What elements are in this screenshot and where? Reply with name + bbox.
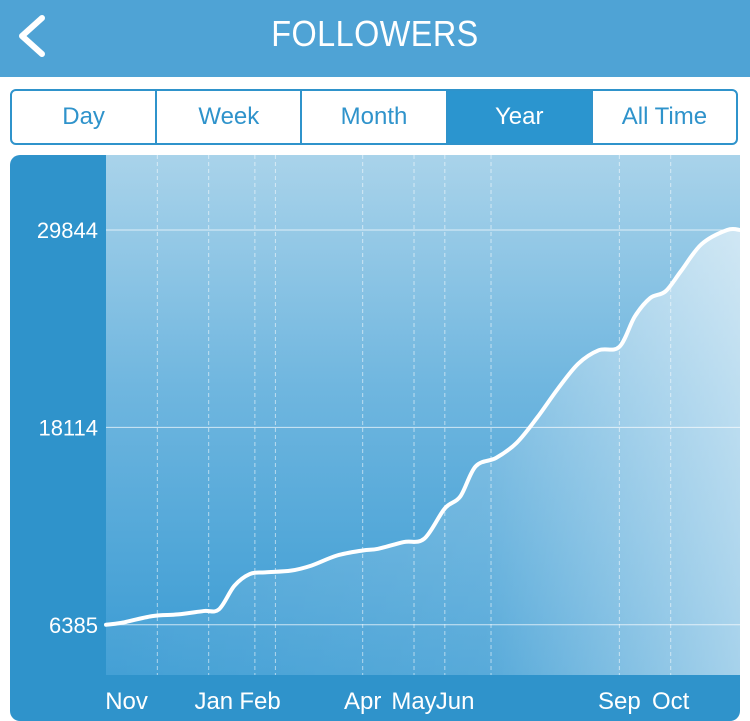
x-tick-label: Oct (652, 688, 690, 715)
x-tick-label: Sep (598, 688, 641, 715)
back-button[interactable] (12, 10, 56, 62)
x-tick-label: Nov (105, 688, 148, 715)
tab-year[interactable]: Year (447, 91, 593, 143)
y-tick-label: 29844 (37, 218, 98, 243)
x-tick-label: Feb (239, 688, 280, 715)
tab-day[interactable]: Day (12, 91, 158, 143)
x-tick-label: Jan (194, 688, 233, 715)
x-tick-label: May (391, 688, 436, 715)
x-tick-label: Apr (344, 688, 381, 715)
header-bar: FOLLOWERS (0, 0, 750, 77)
series-line (104, 226, 740, 627)
followers-chart: 6385 18114 29844 Nov Jan Feb Apr May Jun Sep Oct (10, 155, 740, 721)
tab-month[interactable]: Month (302, 91, 448, 143)
y-tick-label: 18114 (38, 415, 98, 440)
chevron-left-icon (19, 15, 45, 57)
y-axis-labels: 6385 18114 29844 (37, 218, 98, 638)
time-range-tabs: Day Week Month Year All Time (10, 89, 738, 145)
tab-all-time[interactable]: All Time (621, 103, 708, 130)
y-tick-label: 6385 (49, 613, 98, 638)
x-axis-labels: Nov Jan Feb Apr May Jun Sep Oct (105, 688, 690, 715)
tab-week[interactable]: Week (157, 91, 303, 143)
x-tick-label: Jun (436, 688, 475, 715)
chart-svg: 6385 18114 29844 Nov Jan Feb Apr May Jun Sep Oct (10, 155, 740, 721)
page-title: FOLLOWERS (271, 13, 479, 54)
series-area (106, 228, 740, 675)
